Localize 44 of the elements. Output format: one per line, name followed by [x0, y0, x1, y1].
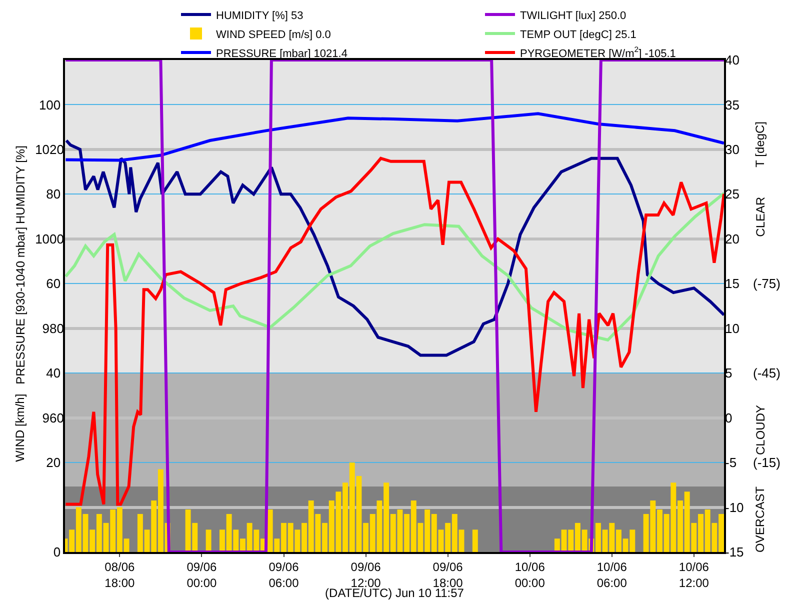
legend-label: HUMIDITY [%] 53	[216, 10, 304, 22]
x-tick-label: 09/06 00:00	[186, 560, 218, 590]
band-label: CLEAR	[754, 196, 768, 237]
y3-tick-label: 1020	[35, 142, 64, 157]
x-tick-label: 10/06 00:00	[514, 560, 546, 590]
y2-tick-label: 25	[725, 186, 740, 202]
text: WIND [km/h]	[12, 394, 27, 462]
y3-tick-label: 960	[42, 410, 64, 426]
y2-tick-label: -5	[725, 455, 737, 470]
band-label: CLOUDY	[754, 405, 768, 456]
legend-label: TWILIGHT [lux] 250.0	[520, 10, 626, 22]
y-tick-label: (-75)	[753, 276, 780, 292]
y2-tick-label: 30	[725, 142, 740, 157]
band-label: OVERCAST	[753, 486, 768, 552]
y-tick-label: (-45)	[753, 366, 780, 381]
y2-tick-label: 35	[725, 97, 740, 112]
y-tick-label: 100	[38, 97, 61, 112]
y3-axis-title: PRESSURE [930-1040 mbar]	[13, 226, 28, 384]
y3-tick-label: 980	[42, 320, 64, 336]
y-axis-title: HUMIDITY [%]	[14, 146, 28, 224]
y2-tick-label: 10	[725, 320, 740, 336]
legend-label: TEMP OUT [degC] 25.1	[520, 28, 636, 41]
bar	[472, 530, 478, 552]
y-tick-label: 20	[46, 455, 61, 470]
y-tick-label: 60	[46, 276, 61, 292]
legend-label: PRESSURE [mbar] 1021.4	[216, 48, 348, 60]
y2-tick-label: 20	[725, 231, 740, 246]
y2-tick-label: -15	[725, 544, 744, 560]
y-tick-label: 80	[46, 186, 61, 202]
legend-label: WIND SPEED [m/s] 0.0	[216, 28, 331, 41]
y2-axis-title: T [degC]	[753, 122, 768, 168]
y-tick-label: (-15)	[753, 455, 780, 470]
y-tick-label: 0	[53, 544, 61, 560]
y2-tick-label: -10	[725, 500, 744, 515]
y3-tick-label: 1000	[35, 231, 64, 246]
x-tick-label: 10/06 12:00	[678, 560, 710, 590]
x-tick-label: 10/06 06:00	[596, 560, 628, 590]
x-tick-label: 08/06 18:00	[104, 560, 136, 590]
y-tick-label: 40	[46, 366, 61, 381]
y2-tick-label: 15	[725, 276, 740, 292]
y2-tick-label: 40	[725, 52, 740, 68]
x-tick-label: 09/06 06:00	[268, 560, 300, 590]
bar	[206, 530, 212, 552]
y2-tick-label: 5	[725, 366, 732, 381]
